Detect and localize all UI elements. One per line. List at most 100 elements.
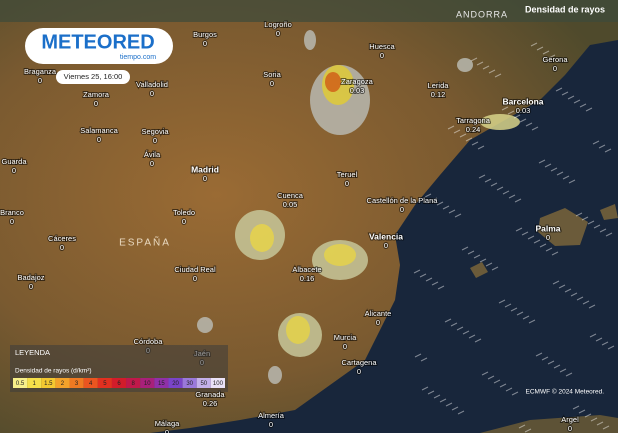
wind-streak	[538, 159, 546, 164]
scale-label: 30	[186, 381, 193, 387]
city-value: 0	[269, 420, 273, 429]
wind-streak	[590, 417, 598, 422]
city-value: 0	[60, 243, 64, 252]
storm-cell	[324, 244, 356, 266]
wind-streak	[439, 398, 447, 403]
storm-cell	[480, 114, 520, 130]
wind-streak	[595, 337, 603, 342]
country-label: ESPAÑA	[119, 236, 171, 249]
city-value: 0	[276, 29, 280, 38]
city-value: 0.26	[203, 399, 218, 408]
city-name: Valencia	[369, 231, 403, 241]
wind-streak	[535, 352, 543, 357]
city-value: 0.03	[350, 86, 365, 95]
scale-swatch	[27, 378, 42, 388]
wind-streak	[559, 368, 567, 373]
scale-label: 1.5	[44, 381, 53, 387]
city-value: 0	[203, 174, 207, 183]
wind-streak	[496, 186, 504, 191]
wind-streak	[488, 69, 496, 74]
wind-streak	[491, 266, 499, 271]
city-name: Madrid	[191, 164, 219, 174]
city-value: 0	[150, 89, 154, 98]
wind-streak	[536, 46, 544, 51]
scale-swatch	[168, 378, 183, 388]
city-name: Murcia	[334, 333, 357, 342]
wind-streak	[467, 250, 475, 255]
wind-streak	[481, 371, 489, 376]
city-name: Granada	[195, 390, 225, 399]
city-value: 0	[345, 179, 349, 188]
wind-streak	[588, 304, 596, 309]
logo-brand: METEORED	[41, 31, 154, 53]
city-value: 0	[203, 39, 207, 48]
city-value: 0	[165, 428, 169, 433]
city-name: Alicante	[365, 309, 392, 318]
wind-streak	[521, 231, 529, 236]
city-value: 0.12	[431, 90, 446, 99]
city-value: 0	[182, 217, 186, 226]
scale-swatch	[55, 378, 70, 388]
wind-streak	[476, 61, 484, 66]
wind-streak	[424, 193, 432, 198]
wind-streak	[499, 383, 507, 388]
wind-streak	[572, 405, 580, 410]
logo-badge	[25, 28, 173, 64]
wind-streak	[570, 292, 578, 297]
wind-streak	[453, 129, 461, 134]
wind-streak	[414, 353, 422, 358]
wind-streak	[573, 99, 581, 104]
scale-label: 15	[158, 381, 165, 387]
wind-streak	[555, 87, 563, 92]
city-value: 0	[38, 76, 42, 85]
scale-label: 10	[144, 381, 151, 387]
city-name: Logroño	[264, 20, 292, 29]
scale-swatch	[154, 378, 169, 388]
wind-streak	[519, 118, 527, 123]
city-value: 0	[94, 99, 98, 108]
wind-streak	[484, 178, 492, 183]
city-name: Salamanca	[80, 126, 118, 135]
wind-streak	[461, 246, 469, 251]
city-value: 0	[29, 282, 33, 291]
wind-streak	[470, 57, 478, 62]
scale-swatch	[111, 378, 127, 388]
city-name: Gerona	[542, 55, 568, 64]
city-name: Zaragoza	[341, 77, 374, 86]
legend-scale: 0.5 1 1.5 2 3 4 5 6 8 10 15 20 30 50 100	[13, 378, 225, 388]
storm-cell	[304, 30, 316, 50]
wind-streak	[431, 281, 439, 286]
wind-streak	[524, 428, 532, 433]
city-name: Lerida	[428, 81, 450, 90]
wind-streak	[427, 390, 435, 395]
city-labels: Burgos0Logroño0Soria0Valladolid0Zamora0B…	[0, 19, 580, 433]
wind-streak	[527, 235, 535, 240]
africa-coast	[480, 415, 618, 433]
wind-streak	[516, 311, 524, 316]
city-value: 0	[376, 318, 380, 327]
wind-streak	[513, 114, 521, 119]
city-value: 0.03	[516, 106, 531, 115]
city-name: Branco	[0, 208, 24, 217]
city-name: Guarda	[1, 157, 27, 166]
wind-streak	[584, 413, 592, 418]
wind-streak	[436, 201, 444, 206]
storm-cell	[250, 224, 274, 252]
wind-streak	[450, 322, 458, 327]
city-name: Castellón de la Plana	[367, 196, 439, 205]
wind-streak	[490, 182, 498, 187]
wind-streak	[474, 338, 482, 343]
scale-label: 1	[33, 381, 37, 387]
wind-streak	[494, 73, 502, 78]
wind-streak	[473, 254, 481, 259]
city-name: Cáceres	[48, 234, 76, 243]
wind-streak	[525, 122, 533, 127]
timestamp-badge	[56, 70, 130, 84]
city-name: Tarragona	[456, 116, 491, 125]
scale-label: 6	[117, 381, 121, 387]
timestamp: Viernes 25, 16:00	[64, 72, 123, 81]
city-value: 0	[357, 367, 361, 376]
wind-streak	[477, 145, 485, 150]
